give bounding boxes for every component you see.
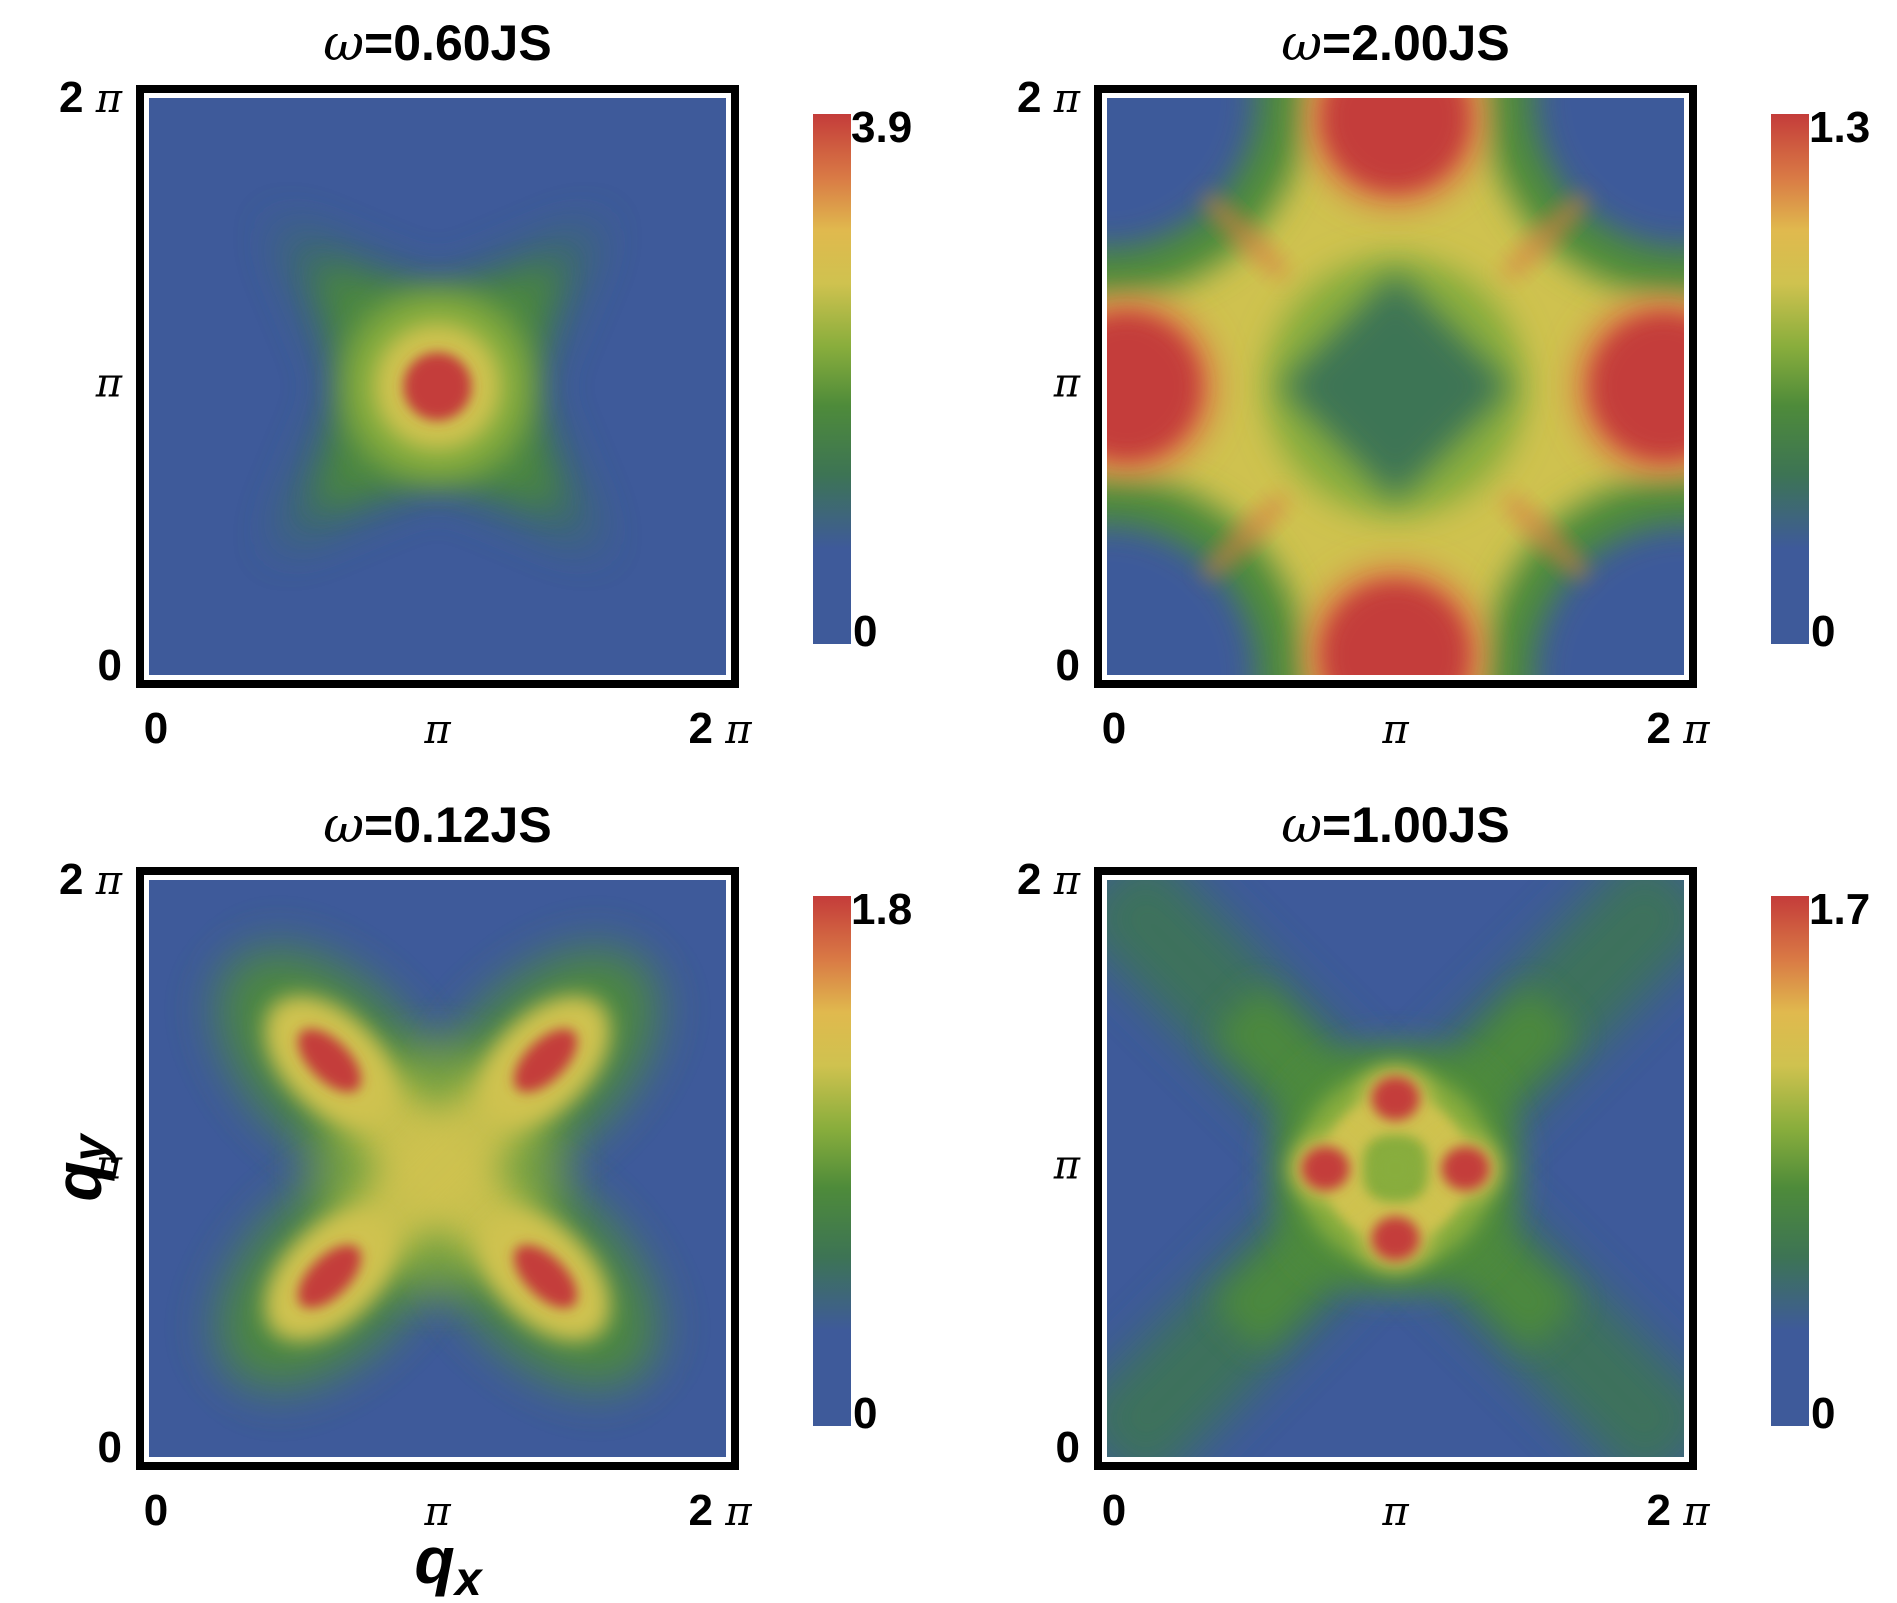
x-tick-label: 0 <box>1102 1486 1126 1535</box>
plot-frame-inner <box>145 876 730 1461</box>
colorbar <box>1771 896 1809 1426</box>
heatmap-image <box>149 880 726 1457</box>
y-tick-label: 0 <box>98 641 122 690</box>
y-tick-label: π <box>1053 361 1081 407</box>
panel-title: ω=2.00JS <box>1281 14 1509 72</box>
panel-title: ω=0.60JS <box>323 14 551 72</box>
colorbar-min-label: 0 <box>853 607 877 656</box>
y-tick-label: π <box>95 1143 123 1189</box>
colorbar-max-label: 3.9 <box>851 103 912 152</box>
y-tick-label: 2 π <box>1017 855 1081 904</box>
x-tick-label: π <box>1381 707 1409 753</box>
y-tick-label: π <box>95 361 123 407</box>
colorbar-max-label: 1.7 <box>1809 885 1870 934</box>
colorbar <box>1771 114 1809 644</box>
y-tick-label: 0 <box>1056 641 1080 690</box>
plot-frame <box>136 867 739 1470</box>
colorbar-min-label: 0 <box>1811 1389 1835 1438</box>
panel-title: ω=1.00JS <box>1281 796 1509 854</box>
heatmap-image <box>149 98 726 675</box>
x-tick-label: 0 <box>144 1486 168 1535</box>
y-tick-label: 2 π <box>1017 73 1081 122</box>
x-tick-label: π <box>423 707 451 753</box>
plot-frame-inner <box>1103 876 1688 1461</box>
y-tick-label: 2 π <box>59 855 123 904</box>
plot-frame-inner <box>1103 94 1688 679</box>
y-tick-label: π <box>1053 1143 1081 1189</box>
x-tick-label: 2 π <box>688 704 752 753</box>
heatmap-image <box>1107 880 1684 1457</box>
y-axis-label: qy <box>41 1132 117 1201</box>
plot-frame-inner <box>145 94 730 679</box>
y-tick-label: 0 <box>98 1423 122 1472</box>
colorbar-max-label: 1.8 <box>851 885 912 934</box>
x-axis-label: qx <box>414 1523 483 1603</box>
colorbar-min-label: 0 <box>853 1389 877 1438</box>
panel-title: ω=0.12JS <box>323 796 551 854</box>
x-tick-label: π <box>423 1489 451 1535</box>
x-tick-label: π <box>1381 1489 1409 1535</box>
colorbar <box>813 114 851 644</box>
colorbar-max-label: 1.3 <box>1809 103 1870 152</box>
plot-frame <box>1094 867 1697 1470</box>
y-tick-label: 0 <box>1056 1423 1080 1472</box>
plot-frame <box>1094 85 1697 688</box>
heatmap-image <box>1107 98 1684 675</box>
x-tick-label: 2 π <box>688 1486 752 1535</box>
x-tick-label: 2 π <box>1646 1486 1710 1535</box>
x-tick-label: 0 <box>144 704 168 753</box>
colorbar-min-label: 0 <box>1811 607 1835 656</box>
colorbar <box>813 896 851 1426</box>
x-tick-label: 0 <box>1102 704 1126 753</box>
plot-frame <box>136 85 739 688</box>
x-tick-label: 2 π <box>1646 704 1710 753</box>
y-tick-label: 2 π <box>59 73 123 122</box>
